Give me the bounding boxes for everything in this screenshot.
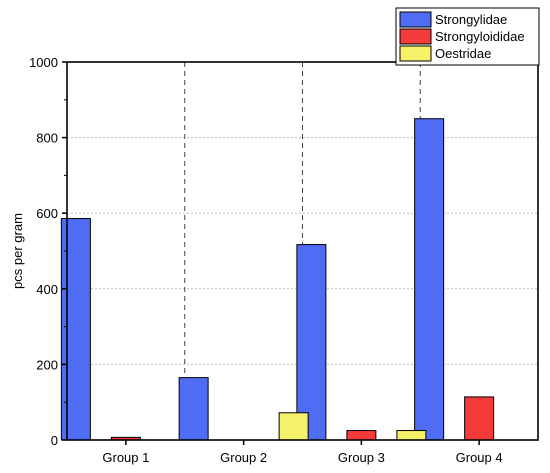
x-axis: Group 1 Group 2 Group 3 Group 4 [102,440,503,465]
legend-swatch [399,11,432,28]
y-tick-label: 0 [51,433,58,448]
legend-label: Strongyloididae [435,29,525,44]
y-tick-label: 400 [36,282,58,297]
bars [60,118,495,441]
legend: Strongylidae Strongyloididae Oestridae [395,7,540,66]
y-tick-label: 800 [36,131,58,146]
bar-oestridae [396,430,427,441]
bar-strongylidae [60,217,91,441]
x-tick-label: Group 1 [102,450,149,465]
x-tick-label: Group 4 [456,450,503,465]
y-tick-label: 200 [36,357,58,372]
bar-oestridae [278,412,309,441]
y-tick-label: 600 [36,206,58,221]
bar-strongyloididae [346,430,377,441]
legend-label: Strongylidae [435,12,507,27]
bar-strongylidae [414,118,445,441]
bar-strongylidae [178,377,209,441]
legend-swatch [399,45,432,62]
x-tick-label: Group 3 [338,450,385,465]
legend-swatch [399,28,432,45]
legend-label: Oestridae [435,46,491,61]
y-axis: 0 200 400 600 800 1000 [29,55,67,448]
bar-strongyloididae [464,396,495,441]
x-tick-label: Group 2 [220,450,267,465]
y-axis-title: pcs per gram [10,213,25,289]
bar-strongylidae [296,244,327,441]
y-tick-label: 1000 [29,55,58,70]
gridlines [67,137,538,365]
